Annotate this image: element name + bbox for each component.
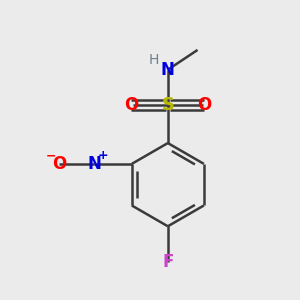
Text: S: S [161, 96, 174, 114]
Text: N: N [87, 155, 101, 173]
Text: O: O [124, 96, 138, 114]
Text: O: O [197, 96, 212, 114]
Text: F: F [162, 253, 173, 271]
Text: N: N [161, 61, 175, 79]
Text: O: O [52, 155, 67, 173]
Text: +: + [98, 149, 108, 162]
Text: −: − [45, 149, 56, 162]
Text: H: H [149, 53, 159, 67]
